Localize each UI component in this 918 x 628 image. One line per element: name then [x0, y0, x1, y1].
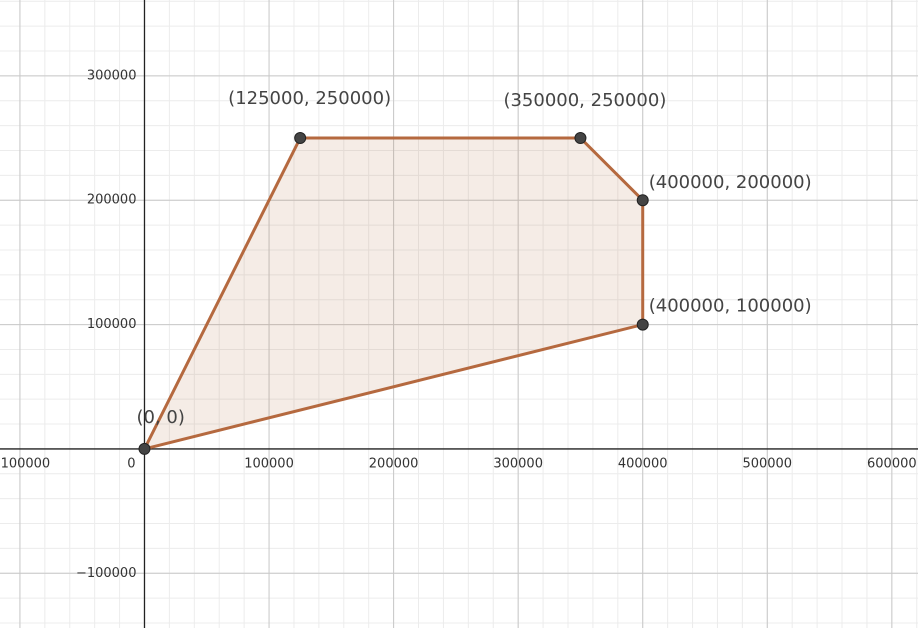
x-tick-label: −100000: [0, 456, 50, 471]
x-tick-label: 300000: [493, 456, 543, 471]
x-tick-label: 500000: [742, 456, 792, 471]
vertex: [636, 318, 649, 331]
vertex: [138, 442, 151, 455]
x-tick-label: 200000: [369, 456, 419, 471]
y-tick-label: 200000: [87, 193, 137, 208]
vertex: [294, 132, 307, 145]
x-tick-label: 600000: [867, 456, 917, 471]
y-tick-label: 300000: [87, 68, 137, 83]
vertex: [574, 132, 587, 145]
region: [142, 136, 645, 451]
x-tick-label: 400000: [618, 456, 668, 471]
vertex-label: (400000, 100000): [649, 296, 812, 317]
x-tick-label: 100000: [244, 456, 294, 471]
vertex: [636, 194, 649, 207]
vertex-label: (350000, 250000): [503, 90, 666, 111]
y-tick-label: 100000: [87, 317, 137, 332]
x-tick-label: 0: [127, 456, 135, 471]
vertex-label: (400000, 200000): [649, 172, 812, 193]
vertex-label: (125000, 250000): [228, 88, 391, 109]
y-tick-label: −100000: [76, 566, 137, 581]
vertex-label: (0, 0): [136, 407, 184, 428]
